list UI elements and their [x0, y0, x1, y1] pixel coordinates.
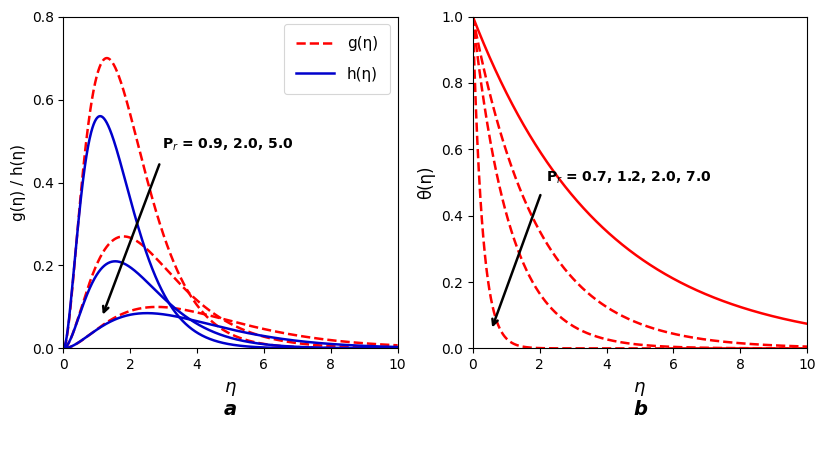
Y-axis label: θ(η): θ(η)	[418, 166, 436, 199]
Text: b: b	[633, 400, 647, 419]
X-axis label: η: η	[634, 377, 646, 396]
Y-axis label: g(η) / h(η): g(η) / h(η)	[11, 144, 26, 221]
Text: P$_r$ = 0.9, 2.0, 5.0: P$_r$ = 0.9, 2.0, 5.0	[162, 137, 294, 153]
Legend: g(η), h(η): g(η), h(η)	[284, 24, 390, 94]
Text: P$_r$ = 0.7, 1.2, 2.0, 7.0: P$_r$ = 0.7, 1.2, 2.0, 7.0	[547, 170, 712, 186]
X-axis label: η: η	[225, 377, 237, 396]
Text: a: a	[224, 400, 237, 419]
